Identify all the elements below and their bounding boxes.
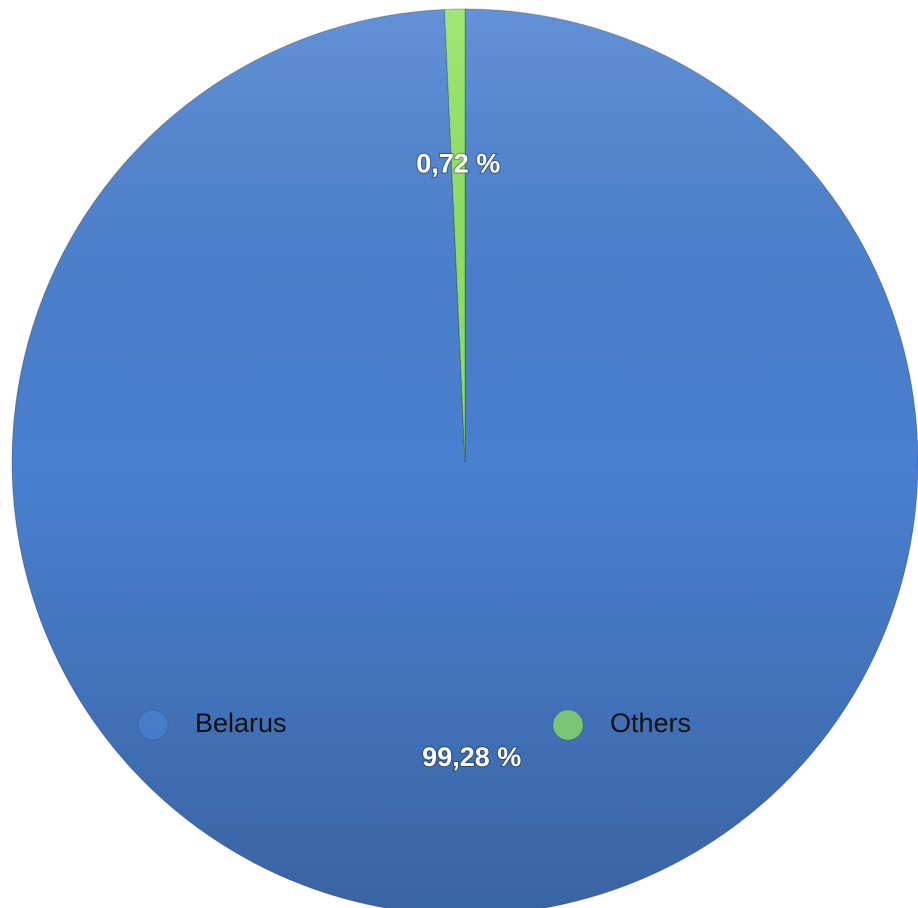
legend-swatch (137, 709, 169, 741)
pie (11, 8, 918, 908)
legend-swatch (552, 709, 584, 741)
legend-label: Others (610, 708, 691, 738)
labels: 99,28 % 0,72 % Belarus Others (137, 147, 691, 773)
value-label: 0,72 % (416, 148, 500, 178)
value-label: 99,28 % (422, 742, 521, 772)
legend-label: Belarus (195, 708, 287, 738)
